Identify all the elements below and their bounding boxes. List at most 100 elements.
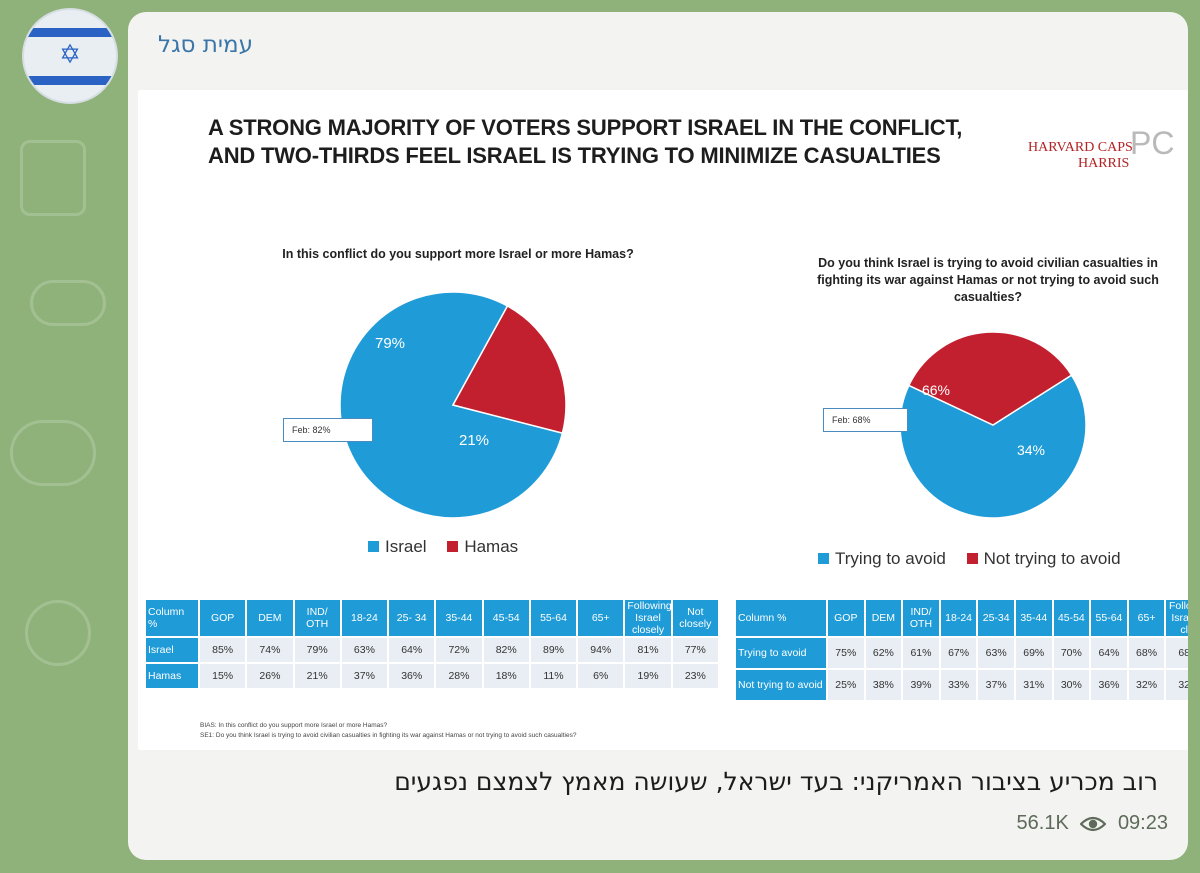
table-cell: 36% (389, 664, 435, 688)
crosstab-casualties: Column % GOP DEM IND/ OTH 18-24 25-34 35-44 45-… (734, 598, 1188, 702)
table-cell: 37% (341, 664, 388, 688)
pie2-question: Do you think Israel is trying to avoid c… (817, 256, 1159, 304)
table-cell: 36% (1091, 670, 1127, 700)
table-header-cell: 18-24 (940, 600, 977, 636)
table-header-cell: 25-34 (978, 600, 1014, 636)
table-header-cell: 55-64 (1091, 600, 1127, 636)
pie1-annotation: Feb: 82% (283, 418, 373, 442)
table-cell: 11% (530, 664, 577, 688)
table-cell: 64% (1091, 638, 1127, 668)
pie-chart-casualties: 66% 34% (899, 331, 1087, 519)
table-header-cell: 25- 34 (389, 600, 435, 636)
table-cell: 26% (247, 664, 293, 688)
table-cell: 28% (436, 664, 482, 688)
table-header-cell: GOP (200, 600, 246, 636)
pie2-legend: Trying to avoid Not trying to avoid (818, 548, 1137, 569)
table-cell: 15% (200, 664, 246, 688)
table-cell: 37% (978, 670, 1014, 700)
table-cell: 77% (672, 638, 718, 662)
hamas-slice (451, 304, 567, 435)
table-cell: 82% (483, 638, 529, 662)
legend-label-not-trying: Not trying to avoid (983, 548, 1121, 568)
legend-label-hamas: Hamas (464, 536, 519, 556)
table-row-label: Trying to avoid (736, 638, 826, 668)
crosstab-support: Column % GOP DEM IND/ OTH 18-24 25- 34 35-44 45… (144, 598, 720, 690)
hamas-data-label: 21% (459, 432, 489, 449)
table-header-cell: 55-64 (530, 600, 577, 636)
table-header-cell: 45-54 (1053, 600, 1090, 636)
not-trying-to-avoid-data-label: 34% (1017, 442, 1045, 458)
table-header-cell: DEM (865, 600, 902, 636)
table-cell: 69% (1015, 638, 1052, 668)
table-cell: 38% (865, 670, 902, 700)
israel-slice (339, 291, 564, 519)
table-cell: 74% (247, 638, 293, 662)
background-doodle (10, 420, 96, 486)
israel-data-label: 79% (375, 335, 405, 352)
table-cell: 89% (530, 638, 577, 662)
slide-image[interactable]: A STRONG MAJORITY OF VOTERS SUPPORT ISRA… (138, 90, 1188, 750)
table-cell: 30% (1053, 670, 1090, 700)
message-caption: רוב מכריע בציבור האמריקני: בעד ישראל, שע… (394, 767, 1158, 796)
table-header-cell: GOP (828, 600, 864, 636)
pie1-question: In this conflict do you support more Isr… (282, 247, 634, 261)
table-row-label: Not trying to avoid (736, 670, 826, 700)
table-row: Not trying to avoid 25% 38% 39% 33% 37% 31% 30%… (736, 670, 1188, 700)
legend-swatch-not-trying (966, 553, 978, 565)
background-doodle (25, 600, 91, 666)
view-count: 56.1K (1016, 812, 1069, 835)
table-header-cell: Column % (736, 600, 826, 636)
pie-chart-support: 79% 21% (339, 291, 567, 519)
eye-icon (1080, 816, 1107, 831)
legend-swatch-hamas (447, 541, 459, 553)
table-cell: 70% (1053, 638, 1090, 668)
trying-to-avoid-data-label: 66% (922, 382, 950, 398)
table-cell: 61% (903, 638, 939, 668)
table-cell: 85% (200, 638, 246, 662)
table-cell: 81% (625, 638, 671, 662)
message-meta: 56.1K 09:23 (1017, 812, 1168, 835)
table-cell: 32 (1166, 670, 1188, 700)
table-header-cell: Follow Israel cl (1166, 600, 1188, 636)
table-cell: 33% (940, 670, 977, 700)
table-row: Hamas 15% 26% 21% 37% 36% 28% 18% 11% 6% 19% 23% (146, 664, 718, 688)
trying-to-avoid-slice (899, 374, 1087, 519)
table-cell: 75% (828, 638, 864, 668)
table-row-label: Hamas (146, 664, 198, 688)
table-header-cell: 18-24 (341, 600, 388, 636)
table-row: Israel 85% 74% 79% 63% 64% 72% 82% 89% 94% 81% 77% (146, 638, 718, 662)
table-cell: 68% (1128, 638, 1165, 668)
table-cell: 64% (389, 638, 435, 662)
table-header-cell: Following Israel closely (625, 600, 672, 636)
table-cell: 72% (436, 638, 482, 662)
legend-swatch-israel (368, 541, 379, 553)
table-cell: 67% (940, 638, 977, 668)
table-cell: 62% (865, 638, 902, 668)
table-header-cell: 45-54 (483, 600, 529, 636)
message-bubble[interactable]: עמית סגל A STRONG MAJORITY OF VOTERS SUP… (128, 12, 1188, 860)
sender-name[interactable]: עמית סגל (158, 32, 254, 58)
table-cell: 25% (828, 670, 864, 700)
avatar[interactable]: ✡ (22, 8, 118, 104)
table-header-cell: 35-44 (436, 600, 482, 636)
table-header-cell: Not closely (672, 600, 718, 636)
table-row: Trying to avoid 75% 62% 61% 67% 63% 69% 70% 64% 6… (736, 638, 1188, 668)
table-header-cell: Column % (146, 600, 198, 636)
table-header-cell: DEM (247, 600, 293, 636)
footnote-1: BIAS: In this conflict do you support mo… (200, 722, 388, 729)
table-cell: 31% (1015, 670, 1052, 700)
table-header-cell: 65+ (1128, 600, 1165, 636)
slide-title: A STRONG MAJORITY OF VOTERS SUPPORT ISRA… (208, 115, 963, 168)
table-cell: 68 (1166, 638, 1188, 668)
table-row-label: Israel (146, 638, 198, 662)
background-doodle (20, 140, 86, 216)
pie2-annotation: Feb: 68% (823, 408, 908, 432)
legend-swatch-trying (818, 553, 829, 565)
table-cell: 94% (578, 638, 624, 662)
table-header-cell: 35-44 (1015, 600, 1052, 636)
message-time: 09:23 (1117, 812, 1168, 835)
table-cell: 18% (483, 664, 529, 688)
table-cell: 21% (294, 664, 340, 688)
table-cell: 39% (903, 670, 939, 700)
table-cell: 63% (341, 638, 388, 662)
